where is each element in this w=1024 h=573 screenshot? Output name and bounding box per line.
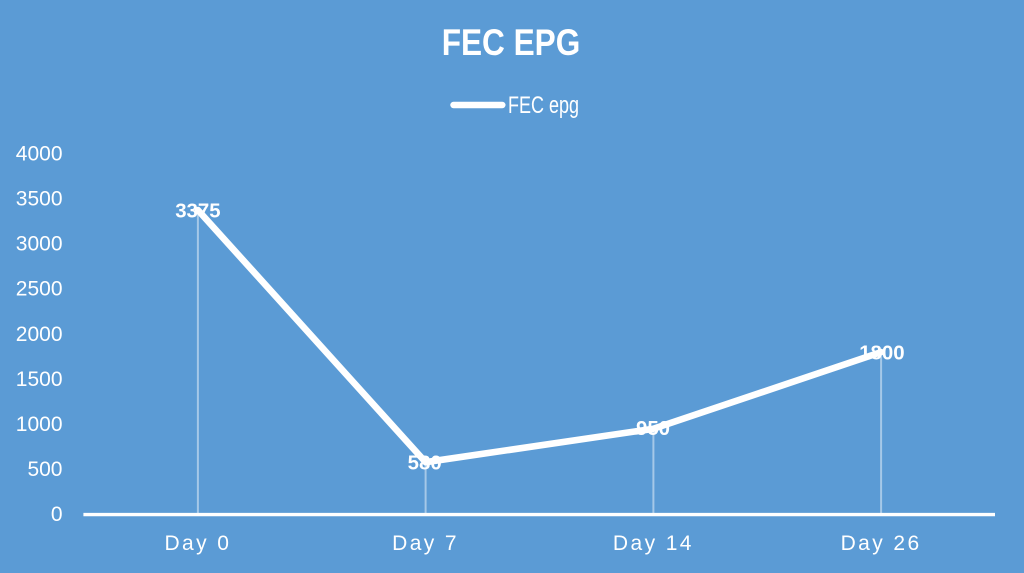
svg-text:3500: 3500	[16, 188, 63, 211]
svg-text:4000: 4000	[16, 143, 63, 166]
svg-text:FEC EPG: FEC EPG	[442, 22, 581, 63]
svg-text:FEC epg: FEC epg	[508, 92, 579, 119]
svg-text:Day 26: Day 26	[841, 532, 922, 555]
svg-text:0: 0	[51, 503, 63, 526]
svg-text:Day 0: Day 0	[164, 532, 231, 555]
svg-text:Day 14: Day 14	[613, 532, 694, 555]
svg-text:3000: 3000	[16, 233, 63, 256]
svg-text:2500: 2500	[16, 278, 63, 301]
svg-text:500: 500	[27, 458, 62, 481]
svg-text:Day 7: Day 7	[392, 532, 459, 555]
svg-text:1500: 1500	[16, 368, 63, 391]
svg-text:1000: 1000	[16, 413, 63, 436]
svg-text:2000: 2000	[16, 323, 63, 346]
